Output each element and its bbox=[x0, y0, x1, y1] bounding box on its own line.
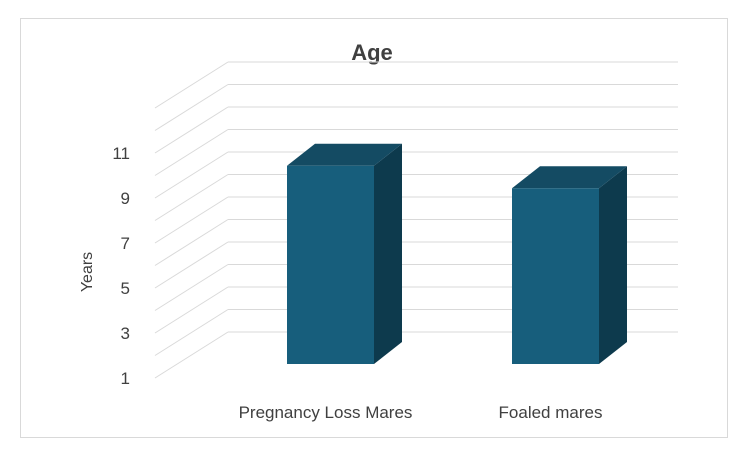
bar-layer bbox=[287, 143, 627, 364]
gridline-side bbox=[154, 264, 229, 311]
gridline-side bbox=[154, 61, 229, 109]
y-tick-label: 1 bbox=[121, 369, 130, 388]
y-axis-label: Years bbox=[79, 252, 96, 292]
category-label-layer: Pregnancy Loss Mares Foaled mares bbox=[239, 403, 603, 422]
gridline-side bbox=[154, 331, 229, 379]
gridline-side bbox=[154, 241, 229, 289]
category-label: Pregnancy Loss Mares bbox=[239, 403, 413, 422]
y-tick-label: 5 bbox=[121, 279, 130, 298]
bar-top-face bbox=[512, 166, 627, 189]
y-tick-label: 7 bbox=[121, 234, 130, 253]
chart-title: Age bbox=[351, 40, 393, 65]
bar-side-face bbox=[599, 166, 627, 364]
bar-top-face bbox=[287, 143, 402, 166]
category-label: Foaled mares bbox=[499, 403, 603, 422]
y-tick-layer: 1 3 5 7 9 11 bbox=[112, 144, 130, 388]
gridline-side bbox=[154, 309, 229, 356]
y-tick-label: 11 bbox=[112, 144, 130, 163]
gridline-side bbox=[154, 129, 229, 176]
y-tick-label: 3 bbox=[121, 324, 130, 343]
gridline-side bbox=[154, 106, 229, 154]
y-tick-label: 9 bbox=[121, 189, 130, 208]
gridline-side bbox=[154, 84, 229, 131]
bar-front-face bbox=[512, 188, 599, 364]
bar bbox=[512, 166, 627, 364]
gridline-side bbox=[154, 219, 229, 266]
bar bbox=[287, 143, 402, 364]
gridline-side bbox=[154, 286, 229, 334]
gridline-side bbox=[154, 151, 229, 199]
gridline-side bbox=[154, 174, 229, 221]
gridline-side bbox=[154, 196, 229, 244]
bar-side-face bbox=[374, 143, 402, 364]
bar-front-face bbox=[287, 165, 374, 364]
